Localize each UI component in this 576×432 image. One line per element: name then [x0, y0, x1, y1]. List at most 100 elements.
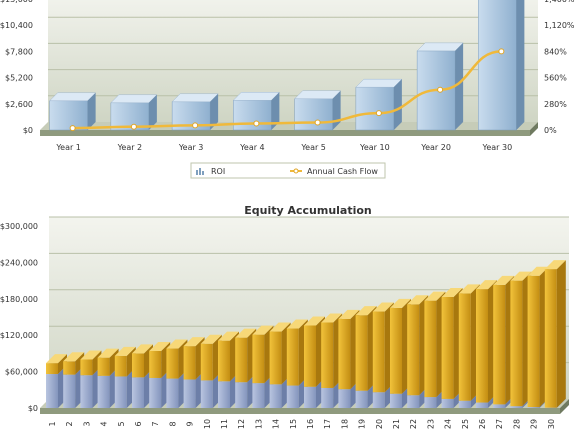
y-tick-label: $2,600 — [5, 100, 33, 109]
x-tick-label: 27 — [495, 419, 504, 429]
roi-bar — [416, 42, 464, 131]
bar-segment-lower — [97, 375, 110, 408]
bar-segment-lower — [166, 378, 179, 408]
bar-segment-upper — [218, 340, 230, 382]
roi-bar — [355, 78, 403, 131]
equity-accumulation-chart: Equity Accumulation $0 $60,000 $120,000 $180… — [0, 204, 569, 429]
bar-segment-lower — [132, 377, 144, 408]
bar-segment-upper — [166, 348, 179, 379]
bar-segment-upper — [493, 284, 506, 405]
x-tick-label: 18 — [340, 419, 349, 429]
cashflow-point — [192, 122, 199, 129]
x-tick-label: 6 — [134, 421, 143, 426]
bar-segment-upper — [235, 337, 248, 383]
x-tick-label: 1 — [48, 421, 57, 426]
x-tick-label: Year 20 — [420, 143, 451, 152]
bar-segment-upper — [286, 328, 299, 386]
x-tick-label: 9 — [186, 421, 195, 426]
x-tick-label: 25 — [461, 419, 470, 429]
y-tick-label: $13,000 — [0, 0, 33, 4]
bar-segment-lower — [338, 389, 351, 408]
bar-segment-lower — [183, 379, 196, 408]
y2-tick-label: 1,120% — [544, 21, 575, 30]
x-tick-label: 23 — [426, 419, 435, 429]
bar-segment-upper — [510, 280, 523, 407]
x-tick-label: 17 — [323, 419, 332, 429]
y-tick-label: $0 — [28, 404, 38, 413]
x-tick-label: 28 — [512, 419, 521, 429]
x-tick-label: Year 10 — [359, 143, 390, 152]
cashflow-point — [130, 123, 137, 130]
y-tick-label: $5,200 — [5, 74, 33, 83]
legend-label: Annual Cash Flow — [307, 167, 378, 176]
bar-segment-upper — [252, 334, 265, 384]
bar-segment-upper — [97, 357, 110, 376]
x-tick-label: 24 — [444, 419, 453, 429]
bar-segment-lower — [269, 384, 282, 408]
chart-title: Equity Accumulation — [244, 204, 372, 217]
bar-segment-upper — [200, 343, 213, 381]
x-tick-label: 13 — [254, 419, 263, 429]
bar-segment-lower — [424, 397, 437, 408]
x-tick-label: 29 — [530, 419, 539, 429]
bar-segment-upper — [269, 331, 282, 385]
bar-segment-lower — [80, 375, 93, 408]
bar-segment-upper — [149, 350, 162, 378]
y-tick-label: $300,000 — [0, 222, 38, 231]
bar-segment-lower — [252, 383, 265, 408]
bar-segment-lower — [372, 392, 385, 408]
plot-base — [40, 130, 530, 136]
bar-segment-lower — [355, 390, 368, 408]
x-tick-label: 12 — [237, 419, 246, 429]
bar-segment-lower — [200, 380, 213, 408]
x-tick-label: Year 4 — [239, 143, 265, 152]
plot-base — [40, 408, 560, 414]
x-tick-label: 26 — [478, 419, 487, 429]
cashflow-point — [314, 119, 321, 126]
bar-segment-upper — [183, 346, 196, 380]
x-tick-label: 2 — [65, 421, 74, 426]
roi-cashflow-chart: $0 $2,600 $5,200 $7,800 $10,400 $13,000 0% 280%… — [0, 0, 575, 179]
bar-segment-lower — [407, 395, 420, 408]
x-tick-label: 11 — [220, 419, 229, 429]
x-tick-label: 16 — [306, 419, 315, 429]
x-tick-label: 8 — [168, 421, 177, 426]
y2-tick-label: 0% — [544, 126, 557, 135]
bar-segment-lower — [441, 398, 454, 408]
bar-segment-lower — [304, 386, 316, 408]
y-tick-label: $0 — [23, 126, 33, 135]
equity-bar — [46, 354, 67, 408]
bar-segment-upper — [527, 275, 540, 408]
bar-segment-lower — [390, 393, 402, 408]
bar-segment-lower — [46, 374, 58, 408]
bar-segment-upper — [355, 315, 368, 391]
bar-segment-lower — [458, 400, 471, 408]
bar-segment-upper — [321, 322, 334, 388]
x-tick-label: Year 30 — [482, 143, 513, 152]
bar-segment-upper — [424, 300, 437, 398]
legend-label: ROI — [211, 167, 225, 176]
y2-tick-label: 1,400% — [544, 0, 575, 4]
x-tick-label: 7 — [151, 421, 160, 426]
bar-segment-upper — [372, 311, 385, 393]
y2-tick-label: 840% — [544, 47, 567, 56]
bar-segment-lower — [149, 377, 162, 408]
bar-segment-upper — [441, 296, 454, 399]
x-tick-label: 10 — [203, 419, 212, 429]
bar-segment-upper — [458, 293, 471, 401]
x-tick-label: Year 3 — [178, 143, 204, 152]
equity-bar — [149, 341, 171, 408]
x-tick-label: 20 — [375, 419, 384, 429]
x-tick-label: Year 2 — [117, 143, 143, 152]
cashflow-point — [498, 48, 505, 55]
bar-segment-upper — [407, 304, 420, 396]
bar-segment-lower — [114, 376, 127, 408]
bar-segment-lower — [510, 406, 523, 408]
x-tick-label: 3 — [82, 421, 91, 426]
bar-segment-upper — [80, 359, 93, 376]
bar-segment-upper — [338, 318, 351, 390]
bar-segment-upper — [544, 269, 557, 408]
plot-background — [48, 0, 538, 122]
y-tick-label: $180,000 — [0, 295, 38, 304]
y-tick-label: $7,800 — [5, 47, 33, 56]
